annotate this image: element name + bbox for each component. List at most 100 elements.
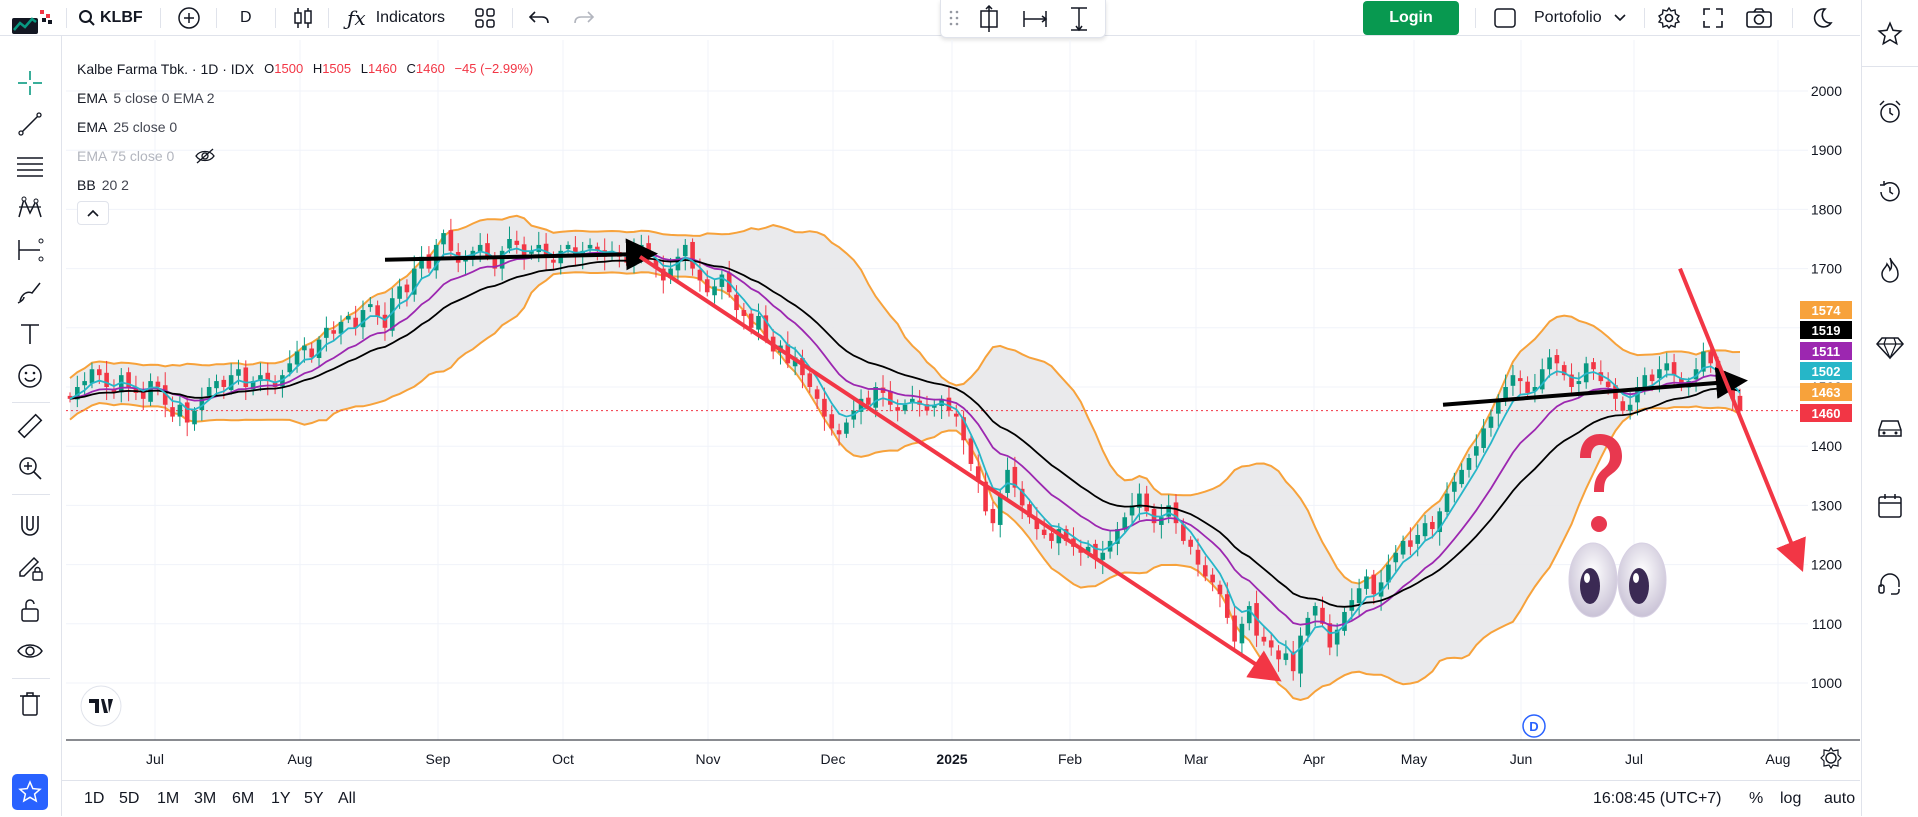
candle-body <box>873 387 879 408</box>
candle-body <box>294 351 300 365</box>
symbol-search[interactable]: KLBF <box>78 0 143 36</box>
trendline-arrow[interactable] <box>1678 267 1806 573</box>
candle-body <box>1415 535 1421 544</box>
dividend-marker[interactable]: D <box>1522 714 1546 738</box>
range-5y[interactable]: 5Y <box>304 790 324 807</box>
trendline-drawings[interactable] <box>384 238 1806 682</box>
theme-toggle-button[interactable] <box>1811 0 1833 36</box>
date-price-range-tool[interactable] <box>1065 5 1093 38</box>
candle-body <box>419 256 424 269</box>
bb-legend-row[interactable]: BB 20 2 <box>77 170 533 199</box>
favorites-button[interactable] <box>12 774 48 810</box>
layouts-button[interactable] <box>474 0 496 36</box>
drag-handle-icon[interactable] <box>949 10 959 31</box>
range-1d[interactable]: 1D <box>84 790 105 807</box>
symbol-legend-row[interactable]: Kalbe Farma Tbk. · 1D · IDX O1500 H1505 … <box>77 54 533 83</box>
emoji-tool[interactable] <box>12 358 48 394</box>
login-button[interactable]: Login <box>1363 1 1459 35</box>
candle-body <box>1093 543 1098 559</box>
indicators-button[interactable]: ƒx Indicators <box>347 0 445 36</box>
price-tag <box>1800 404 1852 422</box>
collapse-legend-button[interactable] <box>77 201 109 225</box>
crosshair-tool[interactable] <box>12 65 48 101</box>
compare-symbol-button[interactable] <box>177 0 201 36</box>
candle-body <box>1510 375 1516 386</box>
remove-drawings-tool[interactable] <box>12 686 48 722</box>
range-3m[interactable]: 3M <box>194 790 217 807</box>
candle-body <box>741 310 747 316</box>
ema-25-line <box>69 257 1741 608</box>
candle-body <box>953 413 959 417</box>
eye-off-icon[interactable] <box>194 147 216 165</box>
diamond-icon <box>1876 337 1904 360</box>
fullscreen-button[interactable] <box>1702 0 1724 36</box>
ema5-legend-name: EMA <box>77 89 108 106</box>
candle-body <box>133 388 139 393</box>
ruler-tool[interactable] <box>12 408 48 444</box>
range-1m[interactable]: 1M <box>157 790 180 807</box>
fib-tool[interactable] <box>12 148 48 184</box>
measure-range-tool[interactable] <box>12 232 48 268</box>
candle-body <box>1232 615 1237 642</box>
candle-body <box>243 367 249 387</box>
brokers-button[interactable] <box>1872 410 1908 446</box>
calendar-button[interactable] <box>1872 488 1908 524</box>
trendline-arrow[interactable] <box>384 238 658 271</box>
app-logo[interactable] <box>8 6 56 46</box>
snapshot-button[interactable] <box>1746 0 1772 36</box>
candle-body <box>411 268 417 295</box>
text-tool[interactable] <box>12 316 48 352</box>
pattern-tool[interactable] <box>12 190 48 226</box>
help-button[interactable] <box>1872 566 1908 602</box>
chart-type-button[interactable] <box>292 0 314 36</box>
redo-button[interactable] <box>573 0 595 36</box>
candle-body <box>507 239 512 249</box>
candle-body <box>1583 363 1589 383</box>
candle-body <box>1005 469 1010 493</box>
settings-button[interactable] <box>1657 0 1681 36</box>
candle-body <box>668 268 673 279</box>
auto-scale-toggle[interactable]: auto <box>1824 790 1856 807</box>
zoom-in-tool[interactable] <box>12 450 48 486</box>
percent-scale-toggle[interactable]: % <box>1749 790 1764 807</box>
ema25-legend-row[interactable]: EMA 25 close 0 <box>77 112 533 141</box>
undo-icon <box>528 11 549 24</box>
ema75-legend-row[interactable]: EMA 75 close 0 <box>77 141 533 170</box>
trendline-arrow[interactable] <box>638 255 1282 682</box>
magnet-tool[interactable] <box>12 508 48 544</box>
hide-drawings-tool[interactable] <box>12 634 48 670</box>
price-axis[interactable]: 1000 1100 1200 1300 1400 1500 1600 1700 1800 1900… <box>1811 83 1842 691</box>
time-axis[interactable]: Jul Aug Sep Oct Nov Dec 2025 Feb Mar Apr May Jun Jul… <box>146 751 1790 767</box>
alarm-clock-icon <box>1879 100 1901 123</box>
trendline-arrow[interactable] <box>1442 367 1748 407</box>
clock-timezone[interactable]: 16:08:45 (UTC+7) <box>1593 790 1722 807</box>
price-tick-label: 1700 <box>1811 261 1842 277</box>
date-range-tool[interactable] <box>1021 5 1049 38</box>
ema5-legend-row[interactable]: EMA 5 close 0 EMA 2 <box>77 83 533 112</box>
range-6m[interactable]: 6M <box>232 790 255 807</box>
candles <box>67 218 1743 688</box>
interval-button[interactable]: D <box>240 9 252 26</box>
candle-body <box>1408 540 1413 547</box>
candle-body <box>228 375 234 390</box>
candle-body <box>785 344 791 364</box>
portfolio-dropdown[interactable]: Portofolio <box>1494 0 1626 36</box>
range-all[interactable]: All <box>338 790 356 807</box>
candle-body <box>902 404 908 411</box>
hotlist-button[interactable] <box>1872 252 1908 288</box>
chart-settings-icon[interactable] <box>1820 746 1842 770</box>
brush-tool[interactable] <box>12 274 48 310</box>
watchlist-button[interactable] <box>1872 16 1908 52</box>
range-5d[interactable]: 5D <box>119 790 140 807</box>
premium-button[interactable] <box>1872 330 1908 366</box>
trend-line-tool[interactable] <box>12 106 48 142</box>
range-1y[interactable]: 1Y <box>271 790 291 807</box>
price-range-tool[interactable] <box>975 4 1003 38</box>
undo-button[interactable] <box>528 0 550 36</box>
replay-button[interactable] <box>1872 174 1908 210</box>
gear-icon <box>1657 6 1681 30</box>
lock-drawing-mode-tool[interactable] <box>12 550 48 586</box>
lock-all-drawings-tool[interactable] <box>12 592 48 628</box>
log-scale-toggle[interactable]: log <box>1780 790 1802 807</box>
alerts-button[interactable] <box>1872 94 1908 130</box>
